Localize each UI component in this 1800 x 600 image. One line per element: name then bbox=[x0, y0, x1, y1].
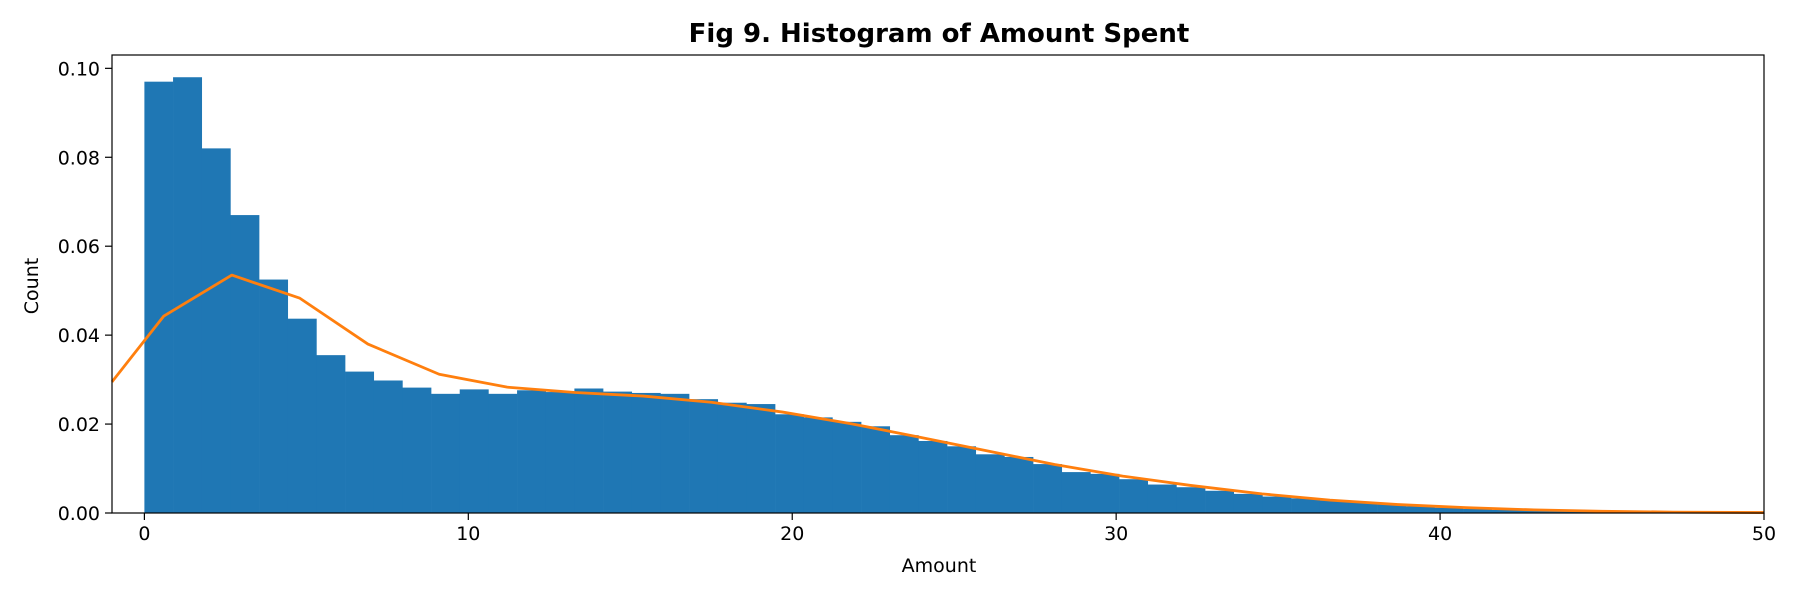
plot-frame bbox=[111, 54, 1765, 514]
histogram-bar bbox=[1549, 511, 1579, 513]
histogram-bar bbox=[402, 387, 432, 513]
y-tick-label: 0.08 bbox=[58, 147, 100, 169]
density-line bbox=[110, 273, 1765, 514]
histogram-bar bbox=[1033, 464, 1063, 513]
histogram-bar bbox=[660, 393, 690, 513]
x-axis-label: Amount bbox=[902, 555, 977, 577]
histogram-bar bbox=[918, 440, 948, 513]
histogram-bar bbox=[201, 148, 231, 513]
x-axis: 0 10 20 30 40 50 bbox=[138, 513, 1776, 545]
histogram-bar bbox=[1119, 479, 1149, 513]
y-tick-label: 0.00 bbox=[58, 503, 100, 525]
histogram-bar bbox=[1291, 498, 1321, 513]
histogram-bar bbox=[230, 215, 260, 513]
histogram-bar bbox=[144, 81, 174, 513]
histogram-bar bbox=[1463, 508, 1493, 513]
y-axis-label: Count bbox=[21, 258, 43, 314]
histogram-bar bbox=[1205, 490, 1235, 513]
histogram-bar bbox=[631, 392, 661, 513]
histogram-bar bbox=[803, 417, 833, 513]
y-tick-label: 0.04 bbox=[58, 325, 100, 347]
density-line-layer bbox=[110, 273, 1765, 514]
histogram-bar bbox=[1405, 506, 1435, 513]
histogram-bar bbox=[1176, 487, 1206, 513]
histogram-bar bbox=[746, 404, 776, 513]
histogram-bar bbox=[1520, 510, 1550, 513]
histogram-bar bbox=[431, 393, 461, 513]
histogram-bar bbox=[545, 392, 575, 513]
histogram-bar bbox=[889, 435, 919, 513]
histogram-bar bbox=[689, 399, 719, 513]
histogram-bar bbox=[287, 318, 317, 513]
histogram-bar bbox=[1090, 473, 1120, 513]
histogram-bar bbox=[1319, 500, 1349, 513]
histogram-bar bbox=[488, 393, 518, 513]
histogram-bar bbox=[1262, 496, 1292, 513]
x-tick-label: 10 bbox=[456, 523, 480, 545]
histogram-bars bbox=[144, 77, 1751, 514]
y-tick-label: 0.02 bbox=[58, 414, 100, 436]
histogram-bar bbox=[861, 426, 891, 513]
histogram-bar bbox=[1434, 507, 1464, 513]
histogram-bar bbox=[373, 380, 403, 513]
x-tick-label: 50 bbox=[1752, 523, 1776, 545]
histogram-bar bbox=[1004, 456, 1034, 513]
chart-title: Fig 9. Histogram of Amount Spent bbox=[689, 19, 1190, 49]
histogram-bar bbox=[1348, 502, 1378, 513]
histogram-bar bbox=[1061, 472, 1091, 513]
histogram-bar bbox=[316, 355, 346, 513]
histogram-bar bbox=[517, 390, 547, 513]
histogram-bar bbox=[775, 414, 805, 513]
histogram-bar bbox=[947, 446, 977, 513]
histogram-bar bbox=[1491, 509, 1521, 513]
y-tick-label: 0.06 bbox=[58, 236, 100, 258]
histogram-bar bbox=[574, 388, 604, 513]
y-axis: 0.00 0.02 0.04 0.06 0.08 0.10 bbox=[58, 58, 112, 525]
histogram-bar bbox=[459, 389, 489, 513]
x-tick-label: 0 bbox=[138, 523, 150, 545]
histogram-bar bbox=[1233, 493, 1263, 513]
x-tick-label: 40 bbox=[1428, 523, 1452, 545]
histogram-bar bbox=[259, 279, 289, 513]
histogram-bar bbox=[975, 454, 1005, 513]
histogram-bar bbox=[1147, 484, 1177, 513]
x-tick-label: 20 bbox=[780, 523, 804, 545]
histogram-bar bbox=[603, 391, 633, 513]
y-tick-label: 0.10 bbox=[58, 58, 100, 80]
histogram-bar bbox=[345, 371, 375, 513]
histogram-bar bbox=[832, 421, 862, 513]
histogram-bar bbox=[1377, 504, 1407, 513]
x-tick-label: 30 bbox=[1104, 523, 1128, 545]
histogram-bar bbox=[717, 402, 747, 513]
